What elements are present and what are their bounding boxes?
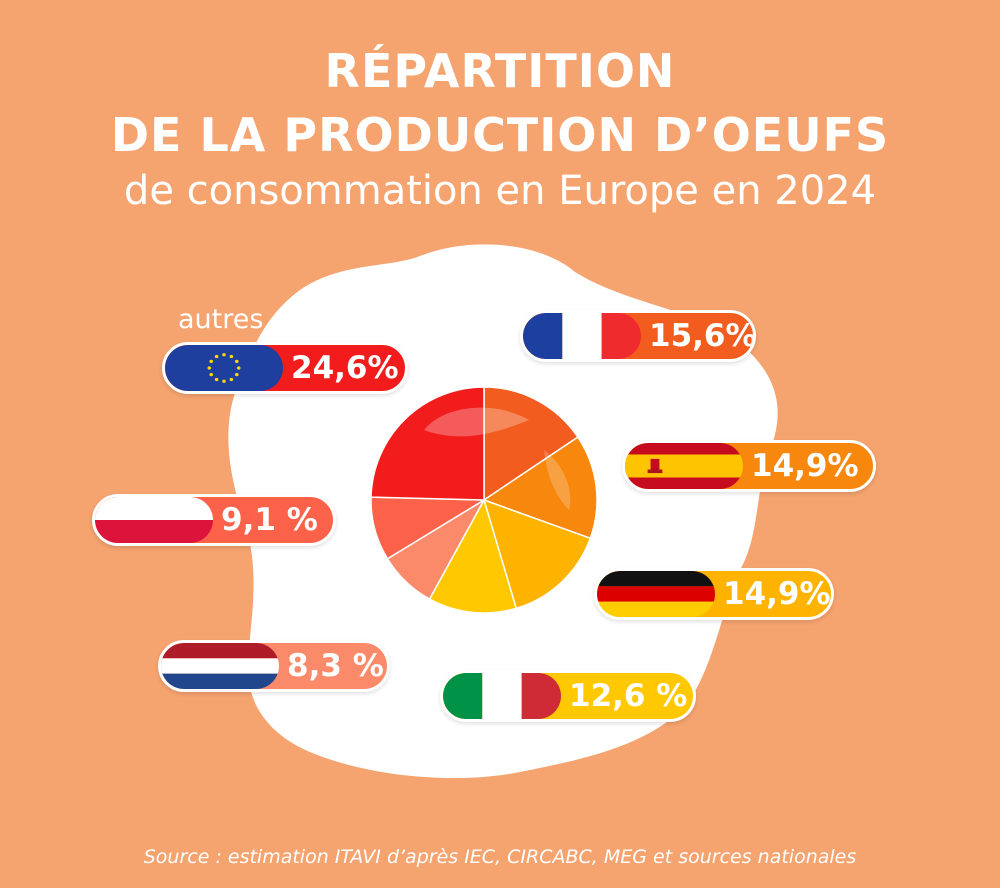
autres-caption: autres: [178, 304, 264, 335]
legend-value-poland: 9,1 %: [221, 502, 318, 538]
eu-star: [236, 366, 241, 370]
pie-slice-italie: [428, 498, 518, 614]
legend-pill-spain: 14,9%: [622, 440, 876, 492]
eu-flag-icon: [165, 345, 283, 391]
legend-pill-netherlands: 8,3 %: [158, 640, 390, 692]
eu-star: [235, 359, 239, 363]
legend-pill-autres: 24,6%: [162, 342, 408, 394]
eu-star: [235, 373, 239, 377]
italy-flag-icon: [443, 673, 561, 719]
legend-value-netherlands: 8,3 %: [287, 648, 384, 684]
source-note: Source : estimation ITAVI d’après IEC, C…: [143, 846, 857, 868]
yolk-highlight-small: [544, 450, 571, 510]
eu-star: [214, 377, 219, 382]
legend-value-italy: 12,6 %: [569, 678, 688, 714]
spain-flag-icon: [625, 443, 743, 489]
pie-slice-france: [483, 386, 579, 502]
eu-star: [209, 359, 213, 363]
chart-subtitle: de consommation en Europe en 2024: [123, 168, 877, 214]
eu-star: [222, 379, 226, 383]
chart-title-line-1: RÉPARTITION: [324, 44, 676, 98]
pie-slice-espagne: [482, 436, 598, 540]
yolk-highlight: [424, 407, 529, 437]
legend-value-germany: 14,9%: [723, 576, 831, 612]
legend-pill-italy: 12,6 %: [440, 670, 696, 722]
eu-star: [207, 366, 212, 370]
eu-star: [229, 354, 234, 359]
legend-value-france: 15,6%: [649, 318, 756, 354]
pie-slice-autres: [370, 386, 485, 501]
poland-flag-icon: [95, 497, 213, 543]
netherlands-flag-icon: [161, 643, 279, 689]
legend-pill-france: 15,6%: [520, 310, 756, 362]
chart-title-line-2: DE LA PRODUCTION D’OEUFS: [110, 108, 890, 162]
germany-flag-icon: [597, 571, 715, 617]
eu-star: [222, 353, 226, 357]
legend-value-autres: 24,6%: [291, 350, 399, 386]
legend-pill-poland: 9,1 %: [92, 494, 336, 546]
pie-chart: [370, 386, 598, 614]
eu-star: [209, 373, 213, 377]
legend-pill-germany: 14,9%: [594, 568, 834, 620]
france-flag-icon: [523, 313, 641, 359]
eu-star: [229, 377, 234, 382]
legend-value-spain: 14,9%: [751, 448, 859, 484]
eu-star: [214, 354, 219, 359]
pie-slice-allemagne: [482, 498, 592, 610]
